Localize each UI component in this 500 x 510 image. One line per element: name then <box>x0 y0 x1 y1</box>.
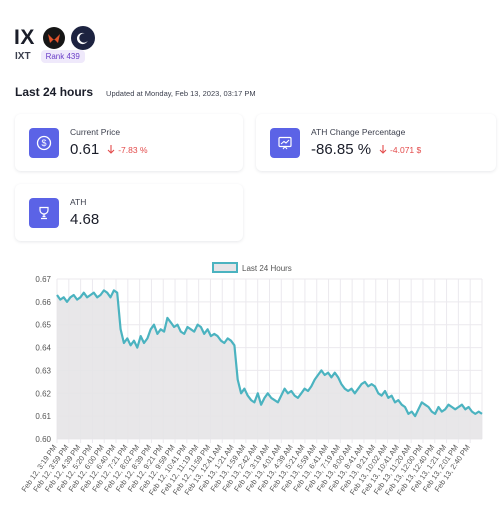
y-tick-label: 0.60 <box>35 435 51 444</box>
y-tick-label: 0.64 <box>35 344 51 353</box>
coin-header: IX <box>14 26 95 50</box>
price-change: -7.83 % <box>107 144 148 155</box>
period-row: Last 24 hours Updated at Monday, Feb 13,… <box>15 85 256 99</box>
coin-meta: IXT Rank 439 <box>15 50 85 63</box>
y-tick-label: 0.62 <box>35 389 51 398</box>
ath-change-delta-value: -4.071 $ <box>390 144 422 155</box>
moon-icon <box>77 32 88 44</box>
coin-symbol: IXT <box>15 51 31 62</box>
coin-title: IX <box>14 26 35 49</box>
ath-change-value: -86.85 % <box>311 141 372 158</box>
current-price-label: Current Price <box>70 127 121 137</box>
y-tick-label: 0.63 <box>35 366 51 375</box>
arrow-down-icon <box>379 145 387 154</box>
y-tick-label: 0.65 <box>35 321 51 330</box>
price-change-value: -7.83 % <box>118 144 148 155</box>
arrow-down-icon <box>107 145 115 154</box>
price-chart: 0.60 0.61 0.62 0.63 0.64 0.65 0.66 0.67 Feb 12, … <box>0 258 500 510</box>
legend-swatch[interactable] <box>212 262 238 273</box>
ath-card: ATH 4.68 <box>15 184 243 241</box>
y-tick-label: 0.67 <box>35 275 51 284</box>
series-area <box>57 290 482 439</box>
ix-logo-icon <box>42 27 65 49</box>
theme-toggle-button[interactable] <box>70 26 95 50</box>
dollar-icon: $ <box>29 127 59 158</box>
ath-change-card: ATH Change Percentage -86.85 % -4.071 $ <box>256 114 496 171</box>
ath-label: ATH <box>70 197 87 207</box>
svg-text:$: $ <box>41 138 46 148</box>
period-title: Last 24 hours <box>15 85 94 99</box>
trophy-icon <box>29 197 59 228</box>
ath-change-delta: -4.071 $ <box>379 145 421 155</box>
chart-board-icon <box>270 127 300 158</box>
updated-timestamp: Updated at Monday, Feb 13, 2023, 03:17 P… <box>106 89 256 98</box>
y-tick-label: 0.66 <box>35 298 51 307</box>
ath-change-label: ATH Change Percentage <box>311 127 406 137</box>
current-price-value: 0.61 <box>70 141 100 158</box>
current-price-card: $ Current Price 0.61 -7.83 % <box>15 114 243 171</box>
series-line <box>56 289 483 418</box>
legend-label[interactable]: Last 24 Hours <box>242 264 292 273</box>
y-tick-label: 0.61 <box>35 412 51 421</box>
rank-badge: Rank 439 <box>40 50 85 63</box>
ath-value: 4.68 <box>70 211 100 228</box>
